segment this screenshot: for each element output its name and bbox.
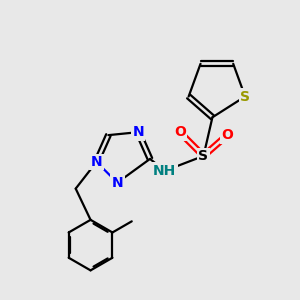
Text: N: N	[132, 125, 144, 139]
Text: S: S	[199, 149, 208, 163]
Text: S: S	[240, 89, 250, 103]
Text: O: O	[221, 128, 233, 142]
Text: NH: NH	[153, 164, 176, 178]
Text: N: N	[91, 155, 102, 169]
Text: N: N	[112, 176, 123, 190]
Text: O: O	[174, 125, 186, 139]
